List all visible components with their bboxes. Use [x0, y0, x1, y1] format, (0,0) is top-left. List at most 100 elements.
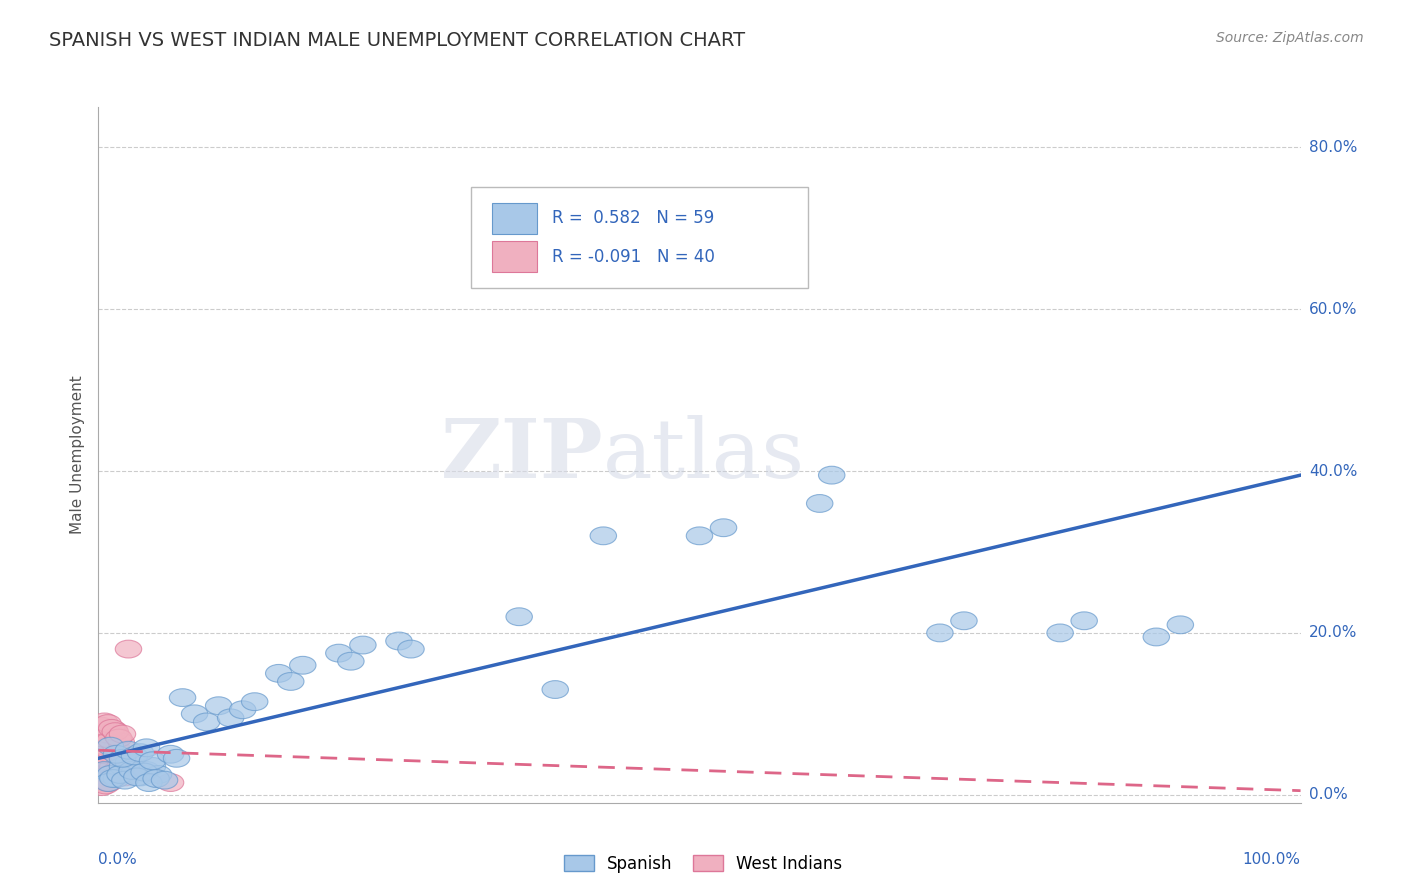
Ellipse shape: [101, 721, 128, 739]
Ellipse shape: [218, 709, 243, 727]
Ellipse shape: [169, 689, 195, 706]
Ellipse shape: [145, 765, 172, 783]
Text: 40.0%: 40.0%: [1309, 464, 1357, 479]
Ellipse shape: [91, 713, 118, 731]
Text: 20.0%: 20.0%: [1309, 625, 1357, 640]
Ellipse shape: [94, 725, 120, 743]
Ellipse shape: [100, 733, 127, 751]
Text: R = -0.091   N = 40: R = -0.091 N = 40: [551, 248, 714, 266]
Ellipse shape: [103, 739, 129, 756]
Ellipse shape: [927, 624, 953, 642]
Ellipse shape: [163, 749, 190, 767]
Ellipse shape: [818, 467, 845, 484]
Ellipse shape: [89, 746, 115, 764]
Ellipse shape: [506, 607, 533, 625]
Ellipse shape: [107, 765, 134, 783]
Ellipse shape: [110, 755, 136, 772]
Ellipse shape: [89, 778, 115, 796]
Ellipse shape: [266, 665, 292, 682]
Ellipse shape: [107, 744, 134, 762]
Text: Source: ZipAtlas.com: Source: ZipAtlas.com: [1216, 31, 1364, 45]
Ellipse shape: [139, 752, 166, 770]
Legend: Spanish, West Indians: Spanish, West Indians: [557, 848, 849, 880]
Ellipse shape: [136, 773, 162, 791]
Ellipse shape: [110, 749, 136, 767]
Ellipse shape: [710, 519, 737, 537]
Ellipse shape: [93, 738, 120, 755]
Ellipse shape: [100, 757, 127, 775]
Ellipse shape: [290, 657, 316, 674]
Text: 0.0%: 0.0%: [1309, 788, 1347, 802]
Ellipse shape: [242, 693, 269, 711]
Ellipse shape: [93, 776, 120, 794]
Ellipse shape: [139, 757, 166, 775]
Ellipse shape: [229, 701, 256, 719]
Ellipse shape: [87, 717, 114, 735]
Ellipse shape: [104, 728, 131, 746]
Ellipse shape: [1167, 615, 1194, 633]
Ellipse shape: [131, 764, 157, 781]
Ellipse shape: [90, 773, 117, 791]
Ellipse shape: [1143, 628, 1170, 646]
Ellipse shape: [108, 733, 135, 751]
Ellipse shape: [121, 764, 148, 781]
Ellipse shape: [89, 764, 115, 781]
Text: 60.0%: 60.0%: [1309, 301, 1357, 317]
Ellipse shape: [110, 757, 136, 775]
Ellipse shape: [350, 636, 377, 654]
Ellipse shape: [143, 770, 169, 788]
Text: SPANISH VS WEST INDIAN MALE UNEMPLOYMENT CORRELATION CHART: SPANISH VS WEST INDIAN MALE UNEMPLOYMENT…: [49, 31, 745, 50]
Ellipse shape: [541, 219, 568, 237]
Text: 80.0%: 80.0%: [1309, 140, 1357, 155]
Ellipse shape: [128, 768, 153, 786]
Ellipse shape: [157, 746, 184, 764]
Ellipse shape: [97, 765, 124, 783]
Ellipse shape: [94, 773, 121, 791]
Ellipse shape: [115, 640, 142, 658]
Ellipse shape: [686, 527, 713, 545]
Ellipse shape: [194, 713, 219, 731]
Ellipse shape: [124, 768, 150, 786]
Ellipse shape: [181, 705, 208, 723]
Ellipse shape: [111, 747, 136, 764]
Ellipse shape: [950, 612, 977, 630]
Ellipse shape: [121, 747, 148, 764]
Ellipse shape: [93, 772, 120, 789]
Ellipse shape: [91, 762, 118, 780]
Ellipse shape: [100, 768, 127, 786]
Text: R =  0.582   N = 59: R = 0.582 N = 59: [551, 210, 714, 227]
Ellipse shape: [111, 772, 138, 789]
Ellipse shape: [152, 772, 177, 789]
Ellipse shape: [385, 632, 412, 650]
Ellipse shape: [115, 764, 142, 781]
Ellipse shape: [115, 741, 142, 759]
Ellipse shape: [134, 762, 160, 780]
Ellipse shape: [94, 765, 121, 783]
Text: 100.0%: 100.0%: [1243, 852, 1301, 866]
Ellipse shape: [96, 773, 122, 791]
Ellipse shape: [107, 752, 134, 770]
Ellipse shape: [97, 738, 124, 755]
Ellipse shape: [591, 527, 617, 545]
FancyBboxPatch shape: [492, 241, 537, 272]
Text: 0.0%: 0.0%: [98, 852, 138, 866]
Ellipse shape: [103, 762, 129, 780]
Ellipse shape: [103, 770, 129, 788]
Ellipse shape: [97, 731, 124, 748]
Ellipse shape: [100, 770, 127, 788]
Text: ZIP: ZIP: [440, 415, 603, 495]
Text: atlas: atlas: [603, 415, 806, 495]
Ellipse shape: [398, 640, 425, 658]
Ellipse shape: [97, 765, 124, 783]
Ellipse shape: [111, 768, 138, 786]
Ellipse shape: [128, 744, 153, 762]
Ellipse shape: [277, 673, 304, 690]
Ellipse shape: [120, 762, 145, 780]
Ellipse shape: [105, 729, 132, 747]
Ellipse shape: [98, 720, 125, 738]
Ellipse shape: [115, 754, 142, 772]
Ellipse shape: [103, 723, 128, 740]
Ellipse shape: [134, 739, 160, 756]
Y-axis label: Male Unemployment: Male Unemployment: [70, 376, 86, 534]
Ellipse shape: [91, 760, 118, 778]
